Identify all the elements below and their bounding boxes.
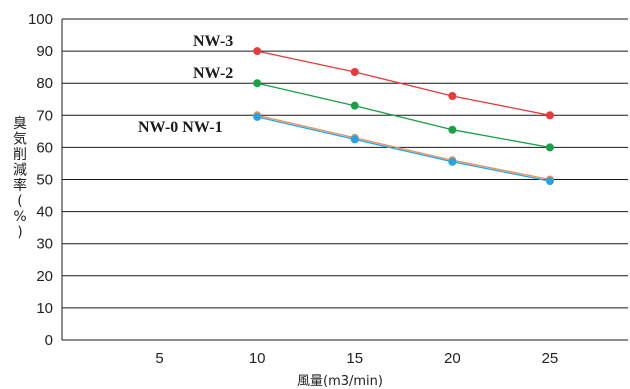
series-nw2 xyxy=(253,79,554,152)
y-axis-label-char: ( xyxy=(17,194,22,210)
y-tick-labels: 0 10 20 30 40 50 60 70 80 90 100 xyxy=(28,11,53,349)
y-axis-label-char: % xyxy=(13,209,26,225)
x-tick-label: 20 xyxy=(444,350,461,367)
data-point-nw2 xyxy=(448,125,457,134)
data-point-nw0 xyxy=(448,157,457,166)
x-tick-label: 10 xyxy=(249,350,266,367)
y-tick-label: 40 xyxy=(36,204,53,221)
data-point-nw0 xyxy=(545,177,554,186)
x-tick-labels: 5 10 15 20 25 xyxy=(155,350,558,367)
gridlines xyxy=(61,18,628,341)
x-tick-label: 15 xyxy=(346,350,363,367)
data-point-nw3 xyxy=(253,47,262,56)
data-point-nw3 xyxy=(350,67,359,76)
y-tick-label: 100 xyxy=(28,11,53,28)
y-tick-label: 80 xyxy=(36,75,53,92)
series-label-nw2: NW-2 xyxy=(193,65,233,82)
series-line-nw3 xyxy=(257,50,551,116)
series-label-nw0-nw1: NW-0 NW-1 xyxy=(138,119,223,136)
y-axis-label-char: 減 xyxy=(13,162,27,179)
data-point-nw3 xyxy=(448,92,457,101)
y-tick-label: 30 xyxy=(36,236,53,253)
y-tick-label: 20 xyxy=(36,268,53,285)
x-tick-label: 5 xyxy=(155,350,163,367)
y-axis-label-char: ) xyxy=(17,225,22,241)
data-point-nw0 xyxy=(253,112,262,121)
y-tick-label: 60 xyxy=(36,139,53,156)
y-tick-label: 90 xyxy=(36,43,53,60)
series-label-nw3: NW-3 xyxy=(193,33,233,50)
y-axis-label-char: 臭 xyxy=(13,116,27,132)
y-axis-label: 臭気削減率(%) xyxy=(13,116,27,241)
series-line-nw0 xyxy=(257,116,551,182)
y-tick-label: 70 xyxy=(36,107,53,124)
y-tick-label: 50 xyxy=(36,172,53,189)
data-point-nw2 xyxy=(253,79,262,88)
data-point-nw0 xyxy=(350,135,359,144)
y-tick-label: 0 xyxy=(45,332,53,349)
data-point-nw2 xyxy=(545,143,554,152)
series-line-nw1 xyxy=(257,114,551,181)
series-nw3 xyxy=(253,47,554,120)
x-axis-label: 風量(m3/min) xyxy=(297,374,383,389)
y-axis-label-char: 気 xyxy=(13,132,27,148)
series-nw0 xyxy=(253,112,554,186)
x-tick-label: 25 xyxy=(542,350,559,367)
y-tick-label: 10 xyxy=(36,300,53,317)
y-axis-label-char: 削 xyxy=(13,147,27,163)
data-point-nw3 xyxy=(545,111,554,120)
series-line-nw2 xyxy=(257,82,551,149)
data-point-nw2 xyxy=(350,101,359,110)
y-axis-label-char: 率 xyxy=(13,177,27,194)
series-group xyxy=(253,47,554,186)
